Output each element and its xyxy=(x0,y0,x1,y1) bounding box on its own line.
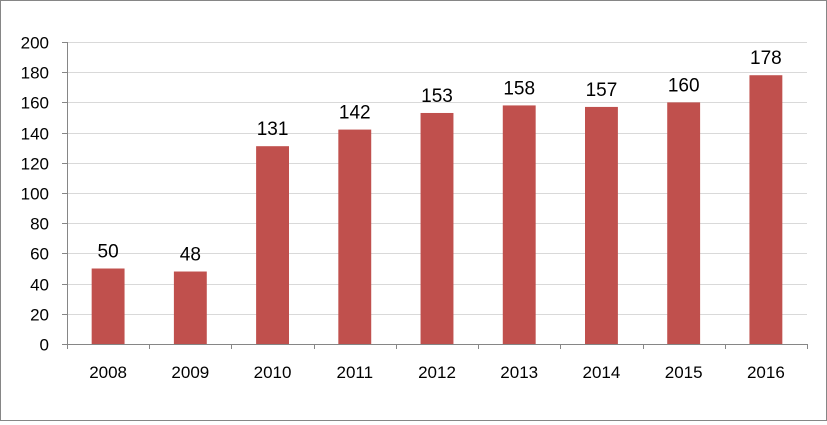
bar-2011 xyxy=(338,129,372,344)
y-tick-label: 80 xyxy=(30,215,49,234)
y-tick-label: 180 xyxy=(21,64,49,83)
data-label-2012: 153 xyxy=(421,86,453,107)
y-tick-label: 160 xyxy=(21,94,49,113)
bar-2014 xyxy=(585,106,618,345)
data-labels: 50 48 131 142 153 158 157 160 178 xyxy=(98,48,782,265)
bar-2015 xyxy=(667,102,701,345)
y-tick-label: 140 xyxy=(21,125,49,144)
x-tick-label: 2013 xyxy=(500,363,538,382)
bar-2016 xyxy=(749,75,783,344)
bar-2010 xyxy=(256,146,289,344)
y-tick-label: 20 xyxy=(30,306,49,325)
x-tick-label: 2016 xyxy=(747,363,785,382)
y-tick-label: 40 xyxy=(30,276,49,295)
data-label-2015: 160 xyxy=(668,75,700,96)
data-label-2010: 131 xyxy=(257,119,289,140)
y-tick-label: 60 xyxy=(30,245,49,264)
x-tick-label: 2011 xyxy=(336,363,373,382)
y-tick-label: 120 xyxy=(21,155,49,174)
y-tick-label: 100 xyxy=(21,185,49,204)
data-label-2008: 50 xyxy=(98,242,119,263)
bar-2008 xyxy=(91,268,125,344)
data-label-2011: 142 xyxy=(339,103,371,124)
x-tick-label: 2014 xyxy=(583,363,621,382)
y-tick-labels: 0 20 40 60 80 100 120 140 160 180 200 xyxy=(21,34,49,355)
x-tick-labels: 2008 2009 2010 2011 2012 2013 2014 2015 2016 xyxy=(89,363,785,382)
x-tick-label: 2010 xyxy=(254,363,292,382)
y-tick-label: 0 xyxy=(40,336,49,355)
bars xyxy=(91,75,783,345)
data-label-2013: 158 xyxy=(503,78,535,99)
data-label-2009: 48 xyxy=(180,245,201,266)
data-label-2014: 157 xyxy=(586,80,618,101)
data-label-2016: 178 xyxy=(750,48,782,69)
x-tick-label: 2009 xyxy=(171,363,209,382)
bar-2012 xyxy=(420,112,454,344)
axes xyxy=(62,42,808,349)
x-tick-label: 2008 xyxy=(89,363,127,382)
y-tick-label: 200 xyxy=(21,34,49,53)
x-tick-label: 2012 xyxy=(418,363,456,382)
x-tick-label: 2015 xyxy=(665,363,703,382)
bar-2009 xyxy=(173,271,207,344)
bar-2013 xyxy=(502,105,536,344)
